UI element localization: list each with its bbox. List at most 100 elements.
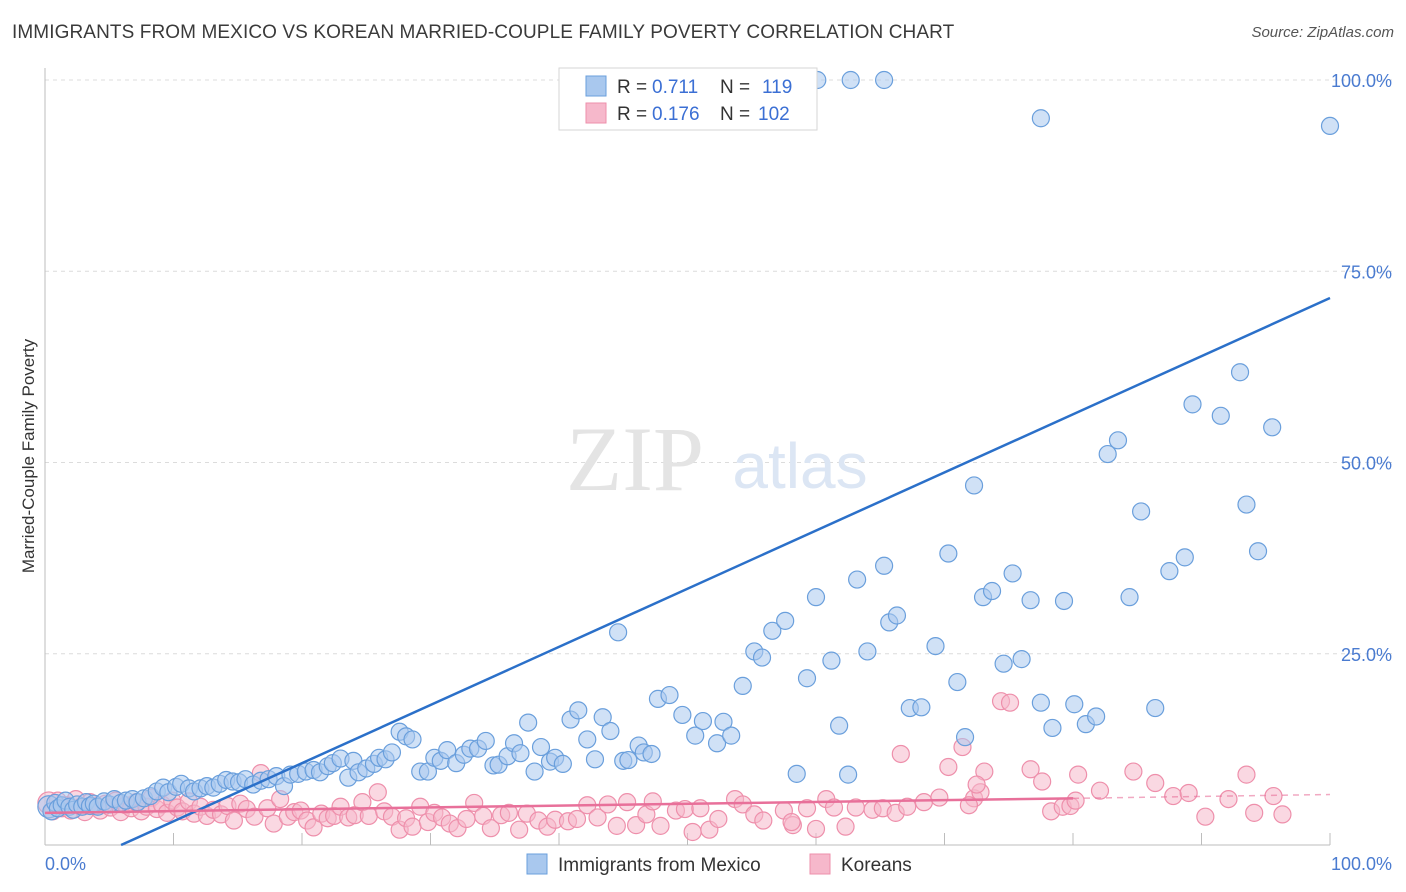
korean-point [1245, 803, 1264, 822]
mexico-point [438, 741, 457, 760]
mexico-point [1012, 650, 1031, 669]
korean-point [806, 819, 826, 839]
mexico-point [578, 730, 597, 749]
korean-point [754, 811, 773, 830]
korean-point [510, 820, 529, 839]
korean-point [588, 808, 607, 827]
korean-point [224, 811, 243, 830]
mexico-point [1211, 406, 1230, 425]
mexico-point [926, 636, 945, 656]
mexico-point [1160, 562, 1179, 581]
mexico-point [839, 765, 858, 784]
legend-swatch-koreans [585, 102, 607, 124]
korean-point [1219, 789, 1238, 809]
korean-point [939, 757, 958, 777]
mexico-point [1237, 495, 1256, 514]
chart-title: IMMIGRANTS FROM MEXICO VS KOREAN MARRIED… [12, 22, 955, 43]
korean-point [1273, 805, 1292, 824]
mexico-point [619, 750, 638, 770]
mexico-point [955, 728, 975, 747]
mexico-point [519, 713, 538, 732]
mexico-point [693, 711, 713, 731]
mexico-point [673, 705, 692, 725]
korean-point [1164, 786, 1183, 806]
mexico-points [37, 70, 1340, 821]
mexico-point [722, 726, 741, 745]
mexico-point [1263, 418, 1282, 437]
mexico-point [382, 743, 402, 762]
mexico-point [763, 621, 782, 640]
korean-point [607, 816, 626, 835]
korean-point [359, 806, 378, 826]
korean-point [258, 799, 277, 818]
korean-point [567, 809, 587, 829]
bottom-legend-label-mexico: Immigrants from Mexico [558, 855, 761, 876]
x-axis-ticks [173, 833, 1331, 845]
x-tick-label-max: 100.0% [1331, 854, 1392, 874]
mexico-point [601, 721, 620, 741]
korean-point [499, 803, 518, 822]
mexico-point [593, 708, 612, 727]
mexico-point [875, 556, 894, 575]
korean-point [618, 793, 637, 812]
mexico-point [1183, 395, 1202, 414]
korean-point [304, 818, 323, 837]
trend-lines [44, 296, 1331, 847]
mexico-point [660, 685, 679, 705]
korean-point [1066, 791, 1085, 810]
korean-point [967, 775, 986, 794]
mexico-point [1120, 588, 1139, 607]
legend-n-value-koreans: 102 [758, 104, 790, 125]
korean-point [683, 822, 702, 842]
mexico-point [982, 581, 1002, 601]
mexico-point [642, 744, 661, 764]
mexico-point [806, 588, 826, 607]
korean-point [651, 816, 670, 835]
grid [45, 79, 1392, 655]
korean-point [1237, 765, 1256, 784]
y-axis-tick-labels: 25.0% 50.0% 75.0% 100.0% [1331, 71, 1392, 665]
mexico-trend-line [120, 296, 1331, 847]
mexico-point [787, 764, 806, 783]
mexico-point [1098, 444, 1117, 464]
bottom-legend-label-koreans: Koreans [841, 855, 912, 876]
mexico-point [797, 669, 817, 688]
mexico-point [714, 712, 733, 731]
mexico-point [848, 570, 867, 589]
korean-point [930, 788, 949, 807]
mexico-point [1065, 695, 1084, 714]
mexico-point [887, 606, 907, 625]
korean-point [1196, 807, 1215, 826]
mexico-point [609, 623, 628, 642]
koreans-trend-line [44, 797, 1074, 815]
legend-n-label-koreans: N = [720, 104, 750, 125]
watermark-atlas: atlas [732, 430, 867, 502]
mexico-point [553, 754, 572, 774]
korean-point [1179, 783, 1198, 803]
mexico-point [1003, 564, 1022, 583]
mexico-point [752, 648, 772, 667]
series-legend: Immigrants from Mexico Koreans [526, 853, 912, 876]
mexico-point [776, 611, 795, 630]
korean-point [782, 812, 801, 832]
legend-n-label-mexico: N = [720, 77, 750, 98]
mexico-point [1320, 116, 1340, 136]
mexico-point [841, 70, 860, 90]
y-tick-label: 100.0% [1331, 71, 1392, 91]
korean-point [709, 809, 728, 829]
mexico-point [585, 750, 605, 769]
korean-point [891, 744, 910, 764]
mexico-point [511, 744, 530, 763]
legend-r-value-koreans: 0.176 [652, 104, 700, 125]
korean-point [733, 795, 752, 814]
mexico-point [830, 716, 849, 735]
mexico-point [525, 762, 544, 781]
mexico-point [1132, 502, 1151, 521]
korean-point [1033, 772, 1052, 791]
mexico-point [858, 642, 877, 661]
mexico-point [569, 701, 588, 720]
mexico-point [1054, 591, 1074, 611]
mexico-point [733, 676, 752, 695]
mexico-point [476, 731, 495, 751]
mexico-point [912, 698, 931, 717]
